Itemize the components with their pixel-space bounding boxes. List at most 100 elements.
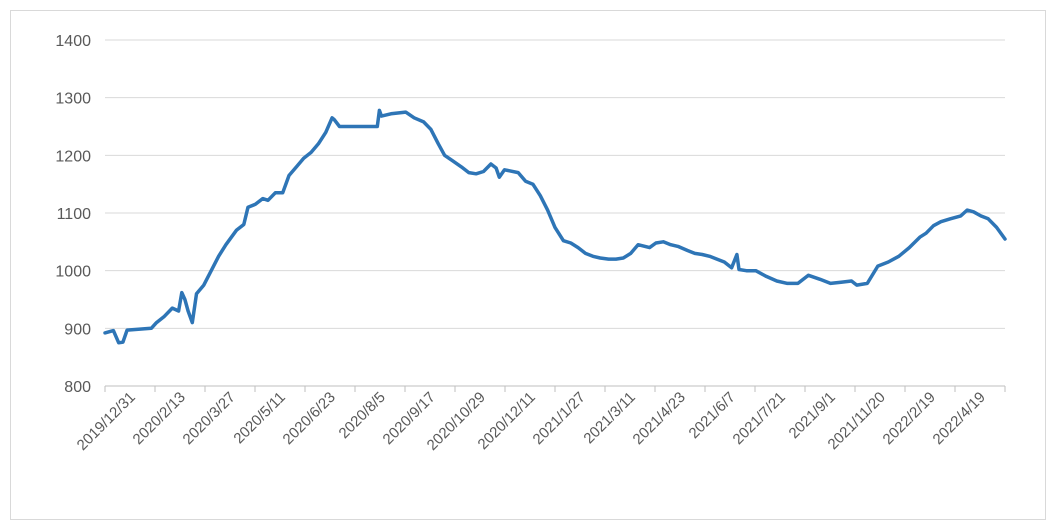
data-point <box>122 341 124 344</box>
data-point <box>235 229 238 232</box>
data-point <box>765 275 768 278</box>
data-point <box>203 284 205 286</box>
data-point <box>422 121 425 123</box>
data-point <box>378 109 381 112</box>
data-point <box>112 329 115 332</box>
data-point <box>532 183 534 185</box>
data-point <box>730 267 733 269</box>
y-tick-label: 900 <box>64 321 91 338</box>
x-tick-label: 2022/4/19 <box>930 389 989 448</box>
data-point <box>562 239 565 242</box>
data-point <box>243 223 245 226</box>
data-point <box>677 245 679 248</box>
data-point <box>919 236 921 238</box>
data-point <box>866 282 869 285</box>
data-point <box>694 252 696 255</box>
data-point <box>482 170 485 173</box>
data-point <box>755 269 757 272</box>
data-point <box>413 117 415 119</box>
data-point <box>980 215 982 217</box>
x-tick-label: 2019/12/31 <box>74 389 139 454</box>
y-tick-label: 1300 <box>55 91 91 108</box>
data-point <box>267 199 269 202</box>
x-tick-label: 2021/7/21 <box>730 389 789 448</box>
data-point <box>430 128 432 131</box>
data-point <box>629 252 632 255</box>
data-point <box>932 224 935 227</box>
data-point <box>887 261 890 263</box>
data-point <box>443 154 446 157</box>
data-point <box>261 197 264 200</box>
data-point <box>380 115 383 117</box>
data-point <box>554 226 556 229</box>
data-point <box>376 125 379 128</box>
data-point <box>475 173 477 175</box>
data-point <box>716 258 718 260</box>
data-point <box>797 282 799 285</box>
data-point <box>524 180 527 183</box>
data-point <box>191 321 194 324</box>
data-point <box>940 220 942 223</box>
chart-frame <box>10 10 1046 520</box>
data-point <box>498 176 501 178</box>
data-point <box>452 160 454 162</box>
data-point <box>274 192 277 194</box>
data-point <box>669 243 672 246</box>
data-point <box>776 280 778 282</box>
data-point <box>225 243 227 246</box>
data-point <box>655 242 657 244</box>
data-point <box>662 241 665 243</box>
data-point <box>686 249 689 252</box>
x-tick-label: 2021/1/27 <box>530 389 589 448</box>
gridlines <box>105 39 1005 387</box>
data-point <box>546 209 549 211</box>
y-tick-label: 1100 <box>57 206 92 223</box>
data-point <box>584 252 587 255</box>
data-point <box>210 269 212 272</box>
data-point <box>987 218 989 220</box>
x-tick-label: 2020/6/23 <box>280 389 339 448</box>
data-point <box>333 118 336 121</box>
data-point <box>539 194 542 197</box>
data-point <box>708 255 711 258</box>
data-point <box>126 329 128 331</box>
data-point <box>736 253 738 256</box>
data-point <box>338 125 341 128</box>
y-axis: 800 900 1000 1100 1200 1300 1400 <box>55 33 91 396</box>
data-point <box>1004 238 1006 240</box>
data-point <box>577 246 579 249</box>
data-point <box>599 257 601 259</box>
x-tick-label: 2021/4/23 <box>630 389 689 448</box>
data-point <box>908 246 911 249</box>
data-point <box>171 307 174 309</box>
data-point <box>995 226 998 229</box>
data-point <box>460 166 463 168</box>
y-tick-label: 1000 <box>55 264 91 281</box>
data-point <box>592 255 594 258</box>
x-tick-label: 2020/2/13 <box>130 389 189 448</box>
data-point <box>390 113 392 115</box>
x-tick-label: 2020/5/11 <box>230 389 288 447</box>
data-point <box>317 143 320 145</box>
data-point <box>288 174 290 177</box>
data-point <box>437 143 440 145</box>
data-point <box>949 218 952 220</box>
data-point <box>807 274 810 277</box>
data-point <box>701 253 703 256</box>
data-point <box>217 255 220 258</box>
data-point <box>622 257 625 259</box>
data-point <box>349 125 351 128</box>
series-group <box>103 108 1007 345</box>
data-point <box>281 192 284 194</box>
data-point <box>745 269 748 272</box>
data-point <box>117 342 120 344</box>
data-point <box>738 268 740 271</box>
data-point <box>648 246 651 249</box>
x-tick-label: 2022/2/19 <box>880 389 939 448</box>
data-point <box>877 265 879 267</box>
data-point <box>898 255 900 258</box>
data-point <box>490 163 492 165</box>
data-point <box>637 243 639 246</box>
data-point <box>503 169 506 171</box>
